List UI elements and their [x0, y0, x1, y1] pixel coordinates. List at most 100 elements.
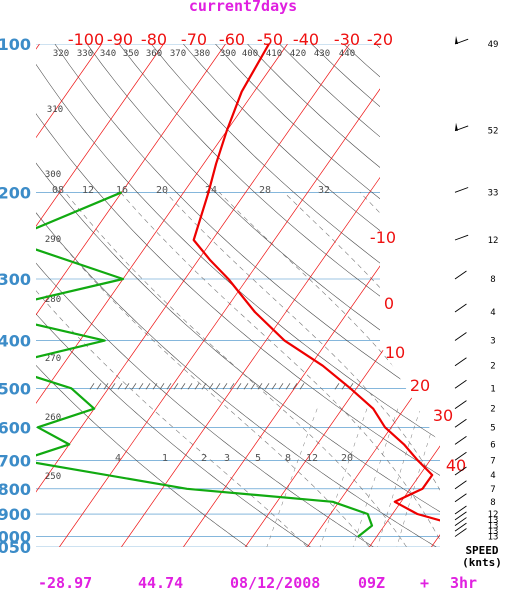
temperature-label: 20	[410, 376, 430, 395]
wind-barb	[454, 493, 467, 503]
moist-adiabat-line	[165, 192, 440, 547]
dry-adiabat-line	[311, 44, 440, 547]
mixing-ratio-label: 2	[201, 453, 207, 464]
hatch-mark	[96, 383, 102, 390]
mixing-ratio-label: 32	[318, 185, 330, 196]
dry-adiabat-label: 310	[47, 105, 63, 115]
hatch-mark	[159, 383, 165, 390]
wind-barb	[454, 436, 467, 445]
wind-unit-label: (knts)	[462, 556, 502, 569]
dry-adiabat-label: 370	[170, 49, 186, 59]
dry-adiabat-label: 360	[146, 49, 162, 59]
wind-barb	[454, 511, 467, 521]
wind-barb	[454, 528, 467, 537]
wind-speed-label: 6	[490, 440, 495, 450]
pressure-label: 500	[0, 379, 31, 398]
temperature-label: 30	[433, 406, 453, 425]
wind-speed-label: 7	[490, 456, 495, 466]
mixing-ratio-label: 20	[341, 453, 353, 464]
hatch-mark	[103, 383, 109, 390]
dry-adiabat-line	[343, 44, 440, 547]
wind-barb	[454, 270, 467, 280]
wind-barb	[454, 187, 469, 193]
chart-title: current7days	[189, 0, 297, 15]
dry-adiabat-label: 350	[123, 49, 139, 59]
hatch-mark	[89, 383, 95, 390]
temperature-label: 40	[446, 456, 466, 475]
pressure-label: 600	[0, 418, 31, 437]
dry-adiabat-label: 330	[77, 49, 93, 59]
hatch-mark	[166, 383, 172, 390]
dry-adiabat-label: 380	[194, 49, 210, 59]
isotherm-line	[307, 44, 440, 547]
pressure-label: 200	[0, 183, 31, 202]
wind-pennant	[455, 122, 458, 131]
temperature-label: -90	[107, 30, 133, 49]
pressure-label: 300	[0, 270, 31, 289]
dry-adiabat-label: 260	[45, 413, 61, 423]
isotherm-line	[183, 44, 440, 547]
mixing-ratio-label: 16	[116, 185, 128, 196]
hatch-mark	[215, 383, 221, 390]
footer-hour: 09Z	[358, 574, 385, 591]
temperature-label: -20	[367, 30, 393, 49]
hatch-mark	[124, 383, 130, 390]
footer-lat: 44.74	[138, 574, 183, 591]
footer-temp: -28.97	[38, 574, 92, 591]
dry-adiabat-line	[36, 44, 374, 547]
dry-adiabat-label: 430	[314, 49, 330, 59]
wind-speed-label: 13	[488, 516, 499, 526]
hatch-mark	[194, 383, 200, 390]
dry-adiabat-line	[375, 44, 440, 547]
mixing-ratio-label: 20	[156, 185, 168, 196]
temperature-label: -10	[370, 228, 396, 247]
label-layer: 10020030040050060070080090010001050-100-…	[0, 30, 466, 557]
mixing-ratio-label: 12	[306, 453, 318, 464]
mixing-ratio-line	[438, 408, 440, 547]
moist-adiabat-line	[120, 192, 440, 547]
moist-adiabat-line	[36, 192, 308, 547]
hatch-mark	[299, 383, 305, 390]
hatch-mark	[229, 383, 235, 390]
wind-speed-label: 13	[488, 522, 499, 532]
wind-speed-label: 5	[490, 423, 495, 433]
mixing-ratio-label: 28	[259, 185, 271, 196]
hatch-mark	[222, 383, 228, 390]
isotherm-line	[59, 44, 412, 547]
wind-speed-header: SPEED	[465, 544, 498, 557]
temperature-label: -80	[141, 30, 167, 49]
moist-adiabat-line	[218, 192, 440, 547]
wind-barb	[454, 357, 467, 367]
wind-speed-label: 8	[490, 498, 495, 508]
pressure-label: 100	[0, 35, 31, 54]
wind-speed-label: 13	[488, 527, 499, 537]
mixing-ratio-label: 08	[52, 185, 64, 196]
wind-speed-label: 12	[488, 236, 499, 246]
hatch-mark	[257, 383, 263, 390]
wind-pennant	[455, 36, 458, 44]
hatch-mark	[264, 383, 270, 390]
wind-speed-label: 1	[490, 384, 495, 394]
temperature-label: 10	[385, 343, 405, 362]
dry-adiabat-label: 270	[45, 354, 61, 364]
dry-adiabat-line	[36, 44, 437, 547]
wind-barb	[454, 400, 467, 410]
wind-barb	[454, 451, 467, 461]
isotherm-line	[121, 44, 440, 547]
wind-column: 495233128432125674781213131313SPEED(knts…	[454, 36, 502, 569]
hatch-mark	[208, 383, 214, 390]
wind-barb	[454, 418, 467, 428]
mixing-ratio-line	[352, 408, 399, 547]
isotherm-line	[36, 44, 350, 547]
mixing-ratio-label: 8	[285, 453, 291, 464]
wind-speed-label: 2	[490, 405, 495, 415]
hatch-mark	[145, 383, 151, 390]
hatch-mark	[173, 383, 179, 390]
temperature-label: -30	[334, 30, 360, 49]
mixing-ratio-line	[396, 408, 439, 547]
isotherm-line	[245, 44, 440, 547]
hatch-mark	[271, 383, 277, 390]
wind-barb	[454, 332, 467, 341]
temperature-label: 0	[384, 294, 394, 313]
